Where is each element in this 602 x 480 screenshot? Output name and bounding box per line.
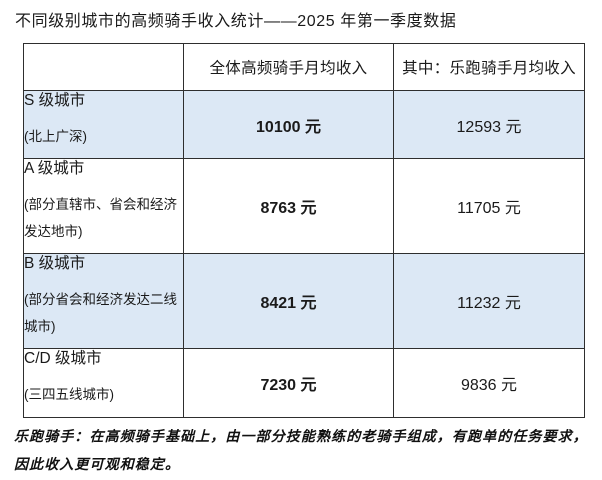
city-tier-cell: B 级城市 (部分省会和经济发达二线城市) — [23, 253, 184, 349]
table-row-b-tier: B 级城市 (部分省会和经济发达二线城市) 8421 元 11232 元 — [23, 253, 585, 349]
lepao-riders-income-value: 9836 元 — [393, 348, 585, 418]
all-riders-income-value: 8421 元 — [183, 253, 394, 349]
all-riders-income-value: 10100 元 — [183, 90, 394, 159]
table-row-cd-tier: C/D 级城市 (三四五线城市) 7230 元 9836 元 — [23, 348, 585, 418]
city-tier-note: (部分直辖市、省会和经济发达地市) — [24, 197, 177, 240]
city-tier-cell: A 级城市 (部分直辖市、省会和经济发达地市) — [23, 158, 184, 254]
table-row-s-tier: S 级城市 (北上广深) 10100 元 12593 元 — [23, 90, 585, 159]
footnote: 乐跑骑手：在高频骑手基础上，由一部分技能熟练的老骑手组成，有跑单的任务要求，因此… — [14, 429, 588, 473]
col-header-city-tier — [23, 43, 184, 91]
lepao-riders-income-value: 11705 元 — [393, 158, 585, 254]
table-header-row: 全体高频骑手月均收入 其中：乐跑骑手月均收入 — [23, 43, 585, 91]
city-tier-note: (北上广深) — [24, 129, 87, 145]
city-tier-cell: S 级城市 (北上广深) — [23, 90, 184, 159]
lepao-riders-income-value: 12593 元 — [393, 90, 585, 159]
city-tier-label: S 级城市 — [24, 92, 86, 109]
all-riders-income-value: 7230 元 — [183, 348, 394, 418]
income-table: 全体高频骑手月均收入 其中：乐跑骑手月均收入 S 级城市 (北上广深) 1010… — [23, 43, 585, 418]
city-tier-label: C/D 级城市 — [24, 350, 102, 367]
city-tier-note: (三四五线城市) — [24, 387, 114, 403]
city-tier-cell: C/D 级城市 (三四五线城市) — [23, 348, 184, 418]
col-header-lepao-riders-income: 其中：乐跑骑手月均收入 — [393, 43, 585, 91]
city-tier-label: B 级城市 — [24, 255, 86, 272]
all-riders-income-value: 8763 元 — [183, 158, 394, 254]
city-tier-label: A 级城市 — [24, 160, 85, 177]
city-tier-note: (部分省会和经济发达二线城市) — [24, 292, 177, 335]
col-header-all-riders-income: 全体高频骑手月均收入 — [183, 43, 394, 91]
lepao-riders-income-value: 11232 元 — [393, 253, 585, 349]
table-row-a-tier: A 级城市 (部分直辖市、省会和经济发达地市) 8763 元 11705 元 — [23, 158, 585, 254]
page-title: 不同级别城市的高频骑手收入统计——2025 年第一季度数据 — [15, 13, 457, 30]
